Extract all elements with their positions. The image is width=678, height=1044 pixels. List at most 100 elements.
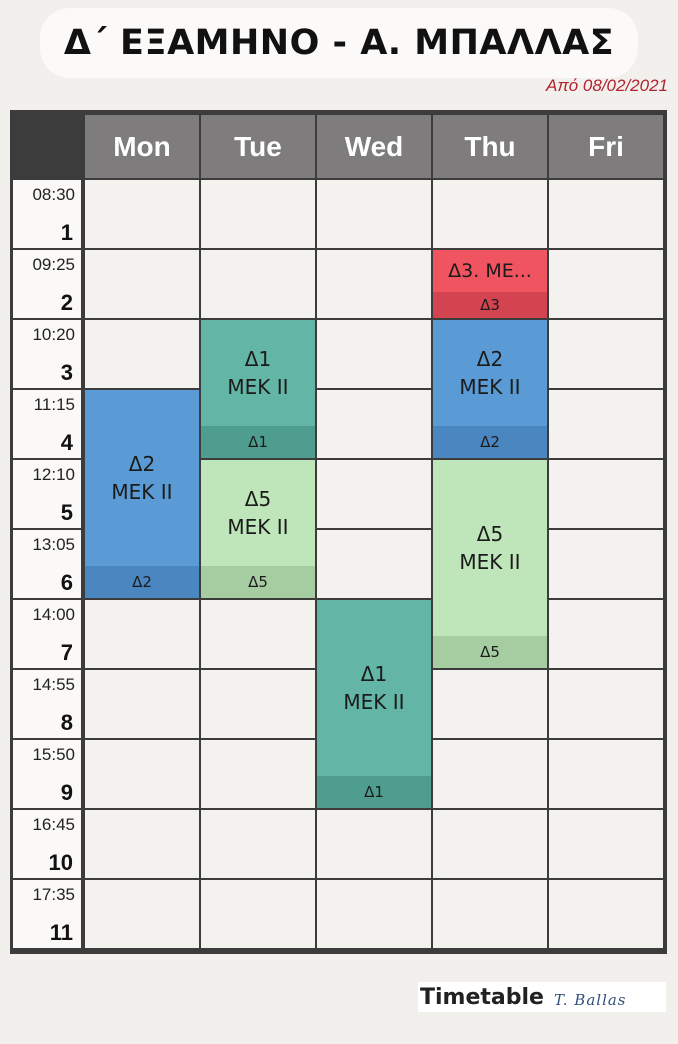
schedule-cell[interactable] (549, 600, 663, 668)
period-number: 5 (60, 500, 73, 525)
schedule-cell[interactable] (433, 810, 547, 878)
schedule-cell[interactable] (201, 740, 315, 808)
class-title: Δ2 (128, 452, 156, 476)
page-title: Δ΄ ΕΞΑΜΗΝΟ - Α. ΜΠΑΛΛΑΣ (63, 23, 615, 63)
period-time: 14:55 (32, 675, 75, 694)
schedule-cell[interactable] (201, 880, 315, 948)
footer-author: T. Ballas (553, 991, 627, 1009)
schedule-cell[interactable] (433, 180, 547, 248)
period-label: 14:00 7 (13, 600, 81, 668)
class-title: Δ2 (476, 347, 504, 371)
schedule-cell[interactable] (549, 320, 663, 388)
schedule-cell[interactable] (317, 180, 431, 248)
class-title: Δ5 (244, 487, 272, 511)
day-header-tue: Tue (201, 115, 315, 178)
class-title-area: Δ5 ΜΕΚ ΙΙ (201, 460, 315, 566)
period-time: 10:20 (32, 325, 75, 344)
period-number: 4 (60, 430, 73, 455)
schedule-cell[interactable] (317, 460, 431, 528)
class-block[interactable]: Δ2 ΜΕΚ ΙΙ Δ2 (433, 320, 547, 458)
day-header-thu: Thu (433, 115, 547, 178)
schedule-cell[interactable] (317, 810, 431, 878)
class-title-area: Δ5 ΜΕΚ ΙΙ (433, 460, 547, 636)
class-subtitle: ΜΕΚ ΙΙ (227, 375, 289, 399)
day-header-wed: Wed (317, 115, 431, 178)
schedule-cell[interactable] (317, 880, 431, 948)
class-title: Δ1 (360, 662, 388, 686)
class-block[interactable]: Δ5 ΜΕΚ ΙΙ Δ5 (201, 460, 315, 598)
schedule-cell[interactable] (85, 670, 199, 738)
class-title: Δ3. ΜΕ... (448, 260, 532, 282)
day-header-fri: Fri (549, 115, 663, 178)
schedule-cell[interactable] (549, 740, 663, 808)
class-group-label: Δ2 (85, 566, 199, 598)
day-header-mon: Mon (85, 115, 199, 178)
grid-corner (10, 110, 83, 180)
schedule-cell[interactable] (201, 180, 315, 248)
schedule-cell[interactable] (433, 670, 547, 738)
schedule-cell[interactable] (317, 530, 431, 598)
schedule-cell[interactable] (549, 460, 663, 528)
schedule-cell[interactable] (201, 600, 315, 668)
class-title: Δ5 (476, 522, 504, 546)
footer-title: Timetable (420, 984, 544, 1010)
schedule-cell[interactable] (549, 880, 663, 948)
class-group-label: Δ1 (317, 776, 431, 808)
class-block[interactable]: Δ1 ΜΕΚ ΙΙ Δ1 (317, 600, 431, 808)
class-title: Δ1 (244, 347, 272, 371)
period-label: 10:20 3 (13, 320, 81, 388)
schedule-cell[interactable] (85, 810, 199, 878)
class-group-label: Δ5 (433, 636, 547, 668)
schedule-cell[interactable] (549, 670, 663, 738)
schedule-cell[interactable] (317, 250, 431, 318)
start-date-label: Από 08/02/2021 (546, 76, 668, 95)
footer-label: Timetable T. Ballas (418, 982, 666, 1012)
schedule-cell[interactable] (85, 180, 199, 248)
schedule-cell[interactable] (201, 810, 315, 878)
period-time: 14:00 (32, 605, 75, 624)
schedule-cell[interactable] (85, 740, 199, 808)
period-label: 11:15 4 (13, 390, 81, 458)
schedule-cell[interactable] (549, 250, 663, 318)
class-group-label: Δ5 (201, 566, 315, 598)
period-time: 13:05 (32, 535, 75, 554)
schedule-cell[interactable] (549, 180, 663, 248)
period-time: 09:25 (32, 255, 75, 274)
schedule-cell[interactable] (85, 600, 199, 668)
period-time: 15:50 (32, 745, 75, 764)
class-block[interactable]: Δ5 ΜΕΚ ΙΙ Δ5 (433, 460, 547, 668)
class-block[interactable]: Δ1 ΜΕΚ ΙΙ Δ1 (201, 320, 315, 458)
schedule-cell[interactable] (201, 670, 315, 738)
schedule-cell[interactable] (85, 320, 199, 388)
schedule-cell[interactable] (433, 740, 547, 808)
period-label: 16:45 10 (13, 810, 81, 878)
class-title-area: Δ1 ΜΕΚ ΙΙ (201, 320, 315, 426)
schedule-cell[interactable] (549, 810, 663, 878)
period-number: 8 (60, 710, 73, 735)
period-number: 7 (60, 640, 73, 665)
class-title-area: Δ3. ΜΕ... (433, 250, 547, 292)
period-label: 08:30 1 (13, 180, 81, 248)
class-block[interactable]: Δ2 ΜΕΚ ΙΙ Δ2 (85, 390, 199, 598)
period-number: 3 (60, 360, 73, 385)
schedule-cell[interactable] (549, 530, 663, 598)
schedule-cell[interactable] (317, 390, 431, 458)
class-subtitle: ΜΕΚ ΙΙ (459, 375, 521, 399)
period-label: 09:25 2 (13, 250, 81, 318)
class-subtitle: ΜΕΚ ΙΙ (111, 480, 173, 504)
class-title-area: Δ1 ΜΕΚ ΙΙ (317, 600, 431, 776)
period-number: 6 (60, 570, 73, 595)
period-time: 12:10 (32, 465, 75, 484)
class-subtitle: ΜΕΚ ΙΙ (459, 550, 521, 574)
period-label: 12:10 5 (13, 460, 81, 528)
schedule-cell[interactable] (201, 250, 315, 318)
schedule-cell[interactable] (85, 880, 199, 948)
period-label: 13:05 6 (13, 530, 81, 598)
schedule-cell[interactable] (85, 250, 199, 318)
schedule-cell[interactable] (433, 880, 547, 948)
class-block[interactable]: Δ3. ΜΕ... Δ3 (433, 250, 547, 318)
class-title-area: Δ2 ΜΕΚ ΙΙ (85, 390, 199, 566)
schedule-cell[interactable] (549, 390, 663, 458)
schedule-cell[interactable] (317, 320, 431, 388)
period-time: 11:15 (33, 395, 75, 414)
